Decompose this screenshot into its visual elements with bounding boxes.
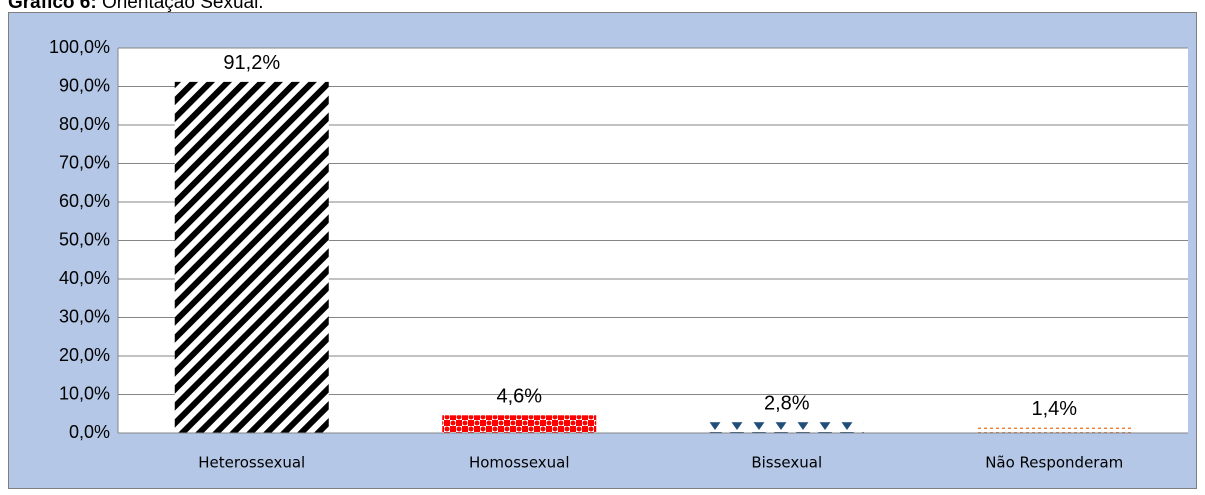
y-tick-label: 50,0% [59,229,110,249]
x-tick-label: Homossexual [469,454,570,472]
y-tick-label: 80,0% [59,114,110,134]
y-tick-label: 20,0% [59,345,110,365]
title-text: Orientação Sexual. [102,0,264,13]
y-tick-label: 100,0% [49,37,110,57]
y-tick-label: 10,0% [59,383,110,403]
bar [709,422,864,433]
y-tick-label: 60,0% [59,191,110,211]
data-label: 2,8% [764,393,810,415]
data-label: 1,4% [1031,398,1077,420]
y-tick-label: 90,0% [59,75,110,95]
title-label: Gráfico 6: [8,0,97,13]
x-tick-label: Não Responderam [985,454,1123,472]
data-label: 4,6% [496,386,542,408]
bar [442,415,597,433]
bar [174,81,329,433]
x-tick-label: Bissexual [751,454,822,472]
y-tick-label: 40,0% [59,268,110,288]
x-tick-label: Heterossexual [198,454,305,472]
data-label: 91,2% [223,52,280,74]
chart-title: Gráfico 6: Orientação Sexual. [8,0,264,13]
y-tick-label: 0,0% [69,422,110,442]
y-tick-label: 70,0% [59,152,110,172]
bar [977,427,1132,433]
y-tick-label: 30,0% [59,306,110,326]
